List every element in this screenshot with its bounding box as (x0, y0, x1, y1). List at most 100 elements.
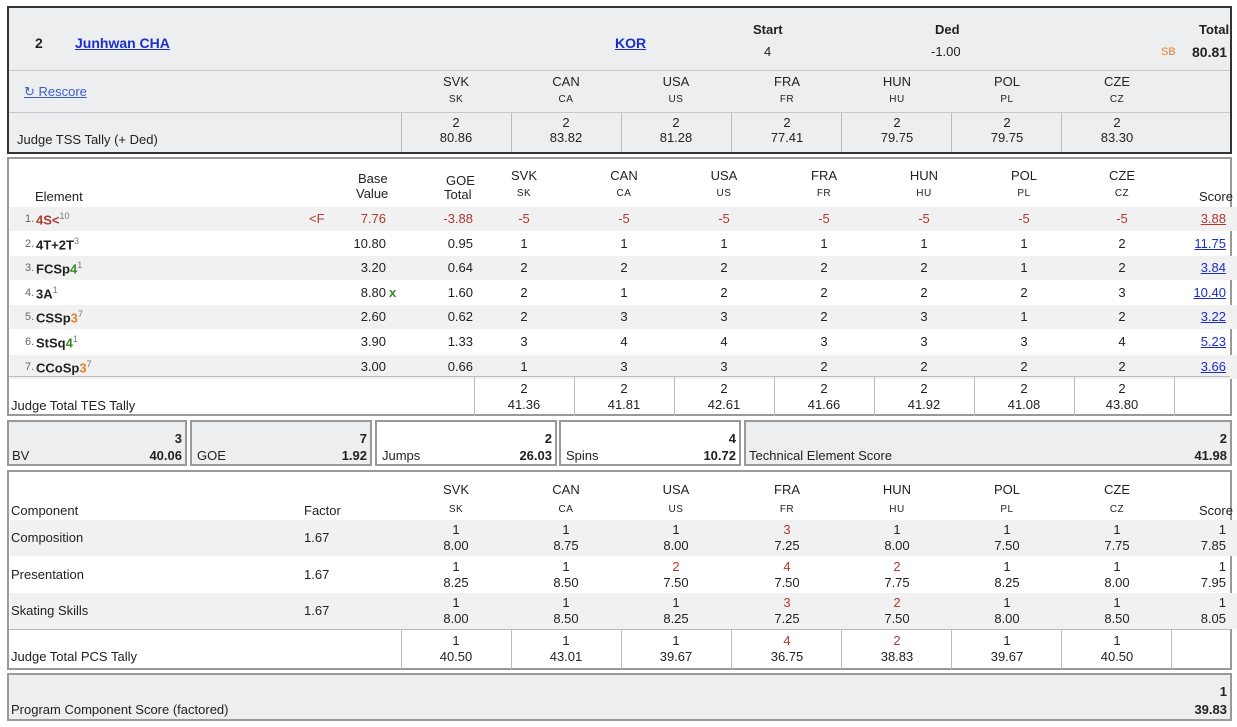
base-value: 3.00 (360, 358, 386, 374)
judge-code: CZE (1109, 168, 1135, 183)
judge-code: USA (662, 482, 690, 497)
base-header-2: Value (356, 186, 389, 201)
judge-mark: 2 (520, 309, 528, 325)
nation-link[interactable]: KOR (615, 35, 647, 51)
ded-label: Ded (935, 22, 960, 37)
element-number: 4. (25, 286, 35, 299)
judge-mark: 8.50 (1104, 611, 1130, 626)
tss-rank: 2 (562, 115, 570, 130)
base-value: 8.80 (360, 284, 386, 300)
pcs-value: 40.50 (439, 649, 473, 664)
tes-value: 41.81 (607, 397, 641, 412)
tes-rank: 2 (820, 381, 828, 396)
judge-sub: SK (516, 188, 532, 199)
tss-value: 80.86 (439, 130, 473, 145)
column-divider (474, 376, 475, 416)
judge-sub: CA (616, 188, 632, 199)
element-name: CCoSp37 (36, 359, 92, 375)
bv-rank: 3 (174, 431, 182, 446)
bv-label: BV (12, 448, 30, 463)
tes-rank: 2 (720, 381, 728, 396)
judge-rank: 1 (1113, 522, 1121, 537)
pcs-value: 40.50 (1100, 649, 1134, 664)
tss-value: 83.82 (549, 130, 583, 145)
judge-mark: 2 (920, 358, 928, 374)
pcs-total-label: Program Component Score (factored) (11, 702, 229, 717)
tes-value: 43.80 (1105, 397, 1139, 412)
element-score-link[interactable]: 3.66 (1200, 358, 1226, 374)
component-row: Skating Skills 1.67 1 8.00 1 8.50 1 8.25 3 7.25 2 7… (9, 593, 1230, 629)
tes-value: 41.08 (1007, 397, 1041, 412)
judge-code: SVK (510, 168, 537, 183)
tss-value: 79.75 (880, 130, 914, 145)
component-name: Presentation (11, 566, 84, 582)
judge-sub: CZ (1114, 188, 1130, 199)
judge-rank: 4 (783, 558, 791, 574)
judge-sub: US (668, 94, 684, 105)
element-score-link[interactable]: 11.75 (1194, 235, 1226, 251)
component-score: 7.85 (1200, 538, 1226, 553)
tes-box: 2 Technical Element Score 41.98 (744, 420, 1232, 466)
pcs-rank: 1 (1113, 633, 1121, 648)
element-level: 4 (69, 261, 78, 277)
judge-code: CAN (610, 168, 638, 183)
goe-value: 1.92 (341, 448, 367, 463)
judge-mark: 2 (1118, 358, 1126, 374)
element-code: StSq (36, 335, 66, 351)
judge-mark: 1 (920, 235, 928, 251)
judge-sub: HU (916, 188, 932, 199)
row-background (10, 593, 1237, 629)
tss-rank: 2 (672, 115, 680, 130)
components-panel: Component Factor Score SVK SK CAN CA USA US FR… (7, 470, 1237, 670)
judge-mark: 8.50 (553, 574, 579, 590)
component-name: Composition (11, 530, 84, 545)
column-divider (511, 629, 512, 669)
skater-name-link[interactable]: Junhwan CHA (75, 35, 170, 51)
element-sup: 7 (77, 309, 83, 320)
element-row: 6. StSq41 3.90 1.33 3 4 4 3 3 3 4 5.23 (9, 330, 1230, 354)
judge-sub: PL (1000, 504, 1014, 515)
goe-total: 1.60 (447, 284, 473, 300)
element-number: 7. (25, 360, 35, 373)
element-row: 2. 4T+2T3 10.80 0.95 1 1 1 1 1 1 2 11.75 (9, 232, 1230, 256)
column-divider (1174, 376, 1175, 416)
component-factor: 1.67 (304, 603, 330, 618)
component-factor: 1.67 (304, 530, 330, 545)
judge-mark: 3 (620, 358, 628, 374)
tes-rank: 2 (520, 381, 528, 396)
judge-code: HUN (909, 168, 939, 183)
pcs-value: 38.83 (880, 649, 914, 664)
tes-rank: 2 (620, 381, 628, 396)
tss-tally-label: Judge TSS Tally (+ Ded) (17, 132, 158, 147)
judge-mark: 8.25 (994, 574, 1020, 590)
judge-mark: 2 (620, 260, 628, 276)
element-row: 3. FCSp41 3.20 0.64 2 2 2 2 2 1 2 3.84 (9, 256, 1230, 280)
judge-rank: 1 (1003, 522, 1011, 537)
spins-rank: 4 (728, 431, 736, 446)
rank: 2 (35, 35, 43, 51)
judge-sub: HU (889, 94, 905, 105)
element-score-link[interactable]: 5.23 (1200, 334, 1226, 349)
tes-rank: 2 (920, 381, 928, 396)
judge-sub: SK (448, 94, 464, 105)
judge-mark: 2 (820, 260, 828, 276)
judge-mark: 3 (520, 334, 528, 349)
tss-value: 83.30 (1100, 130, 1134, 145)
element-score-link[interactable]: 10.40 (1193, 284, 1226, 300)
judge-mark: 1 (620, 235, 628, 251)
judge-mark: -5 (1116, 211, 1128, 226)
rescore-link[interactable]: ↻ Rescore (24, 84, 87, 99)
element-score-link[interactable]: 3.88 (1200, 211, 1226, 226)
pcs-rank: 4 (783, 633, 791, 648)
judge-mark: 2 (520, 284, 528, 300)
judge-mark: 1 (620, 284, 628, 300)
judge-mark: -5 (918, 211, 930, 226)
goe-rank: 7 (359, 431, 367, 446)
element-score-link[interactable]: 3.22 (1200, 309, 1226, 325)
element-score-link[interactable]: 3.84 (1200, 260, 1226, 276)
judge-mark: 3 (820, 334, 828, 349)
elements-panel: Element Base Value GOE Total Score SVK SK… (7, 157, 1237, 416)
pcs-value: 39.67 (990, 649, 1024, 664)
column-divider (974, 376, 975, 416)
goe-total: 1.33 (447, 334, 473, 349)
